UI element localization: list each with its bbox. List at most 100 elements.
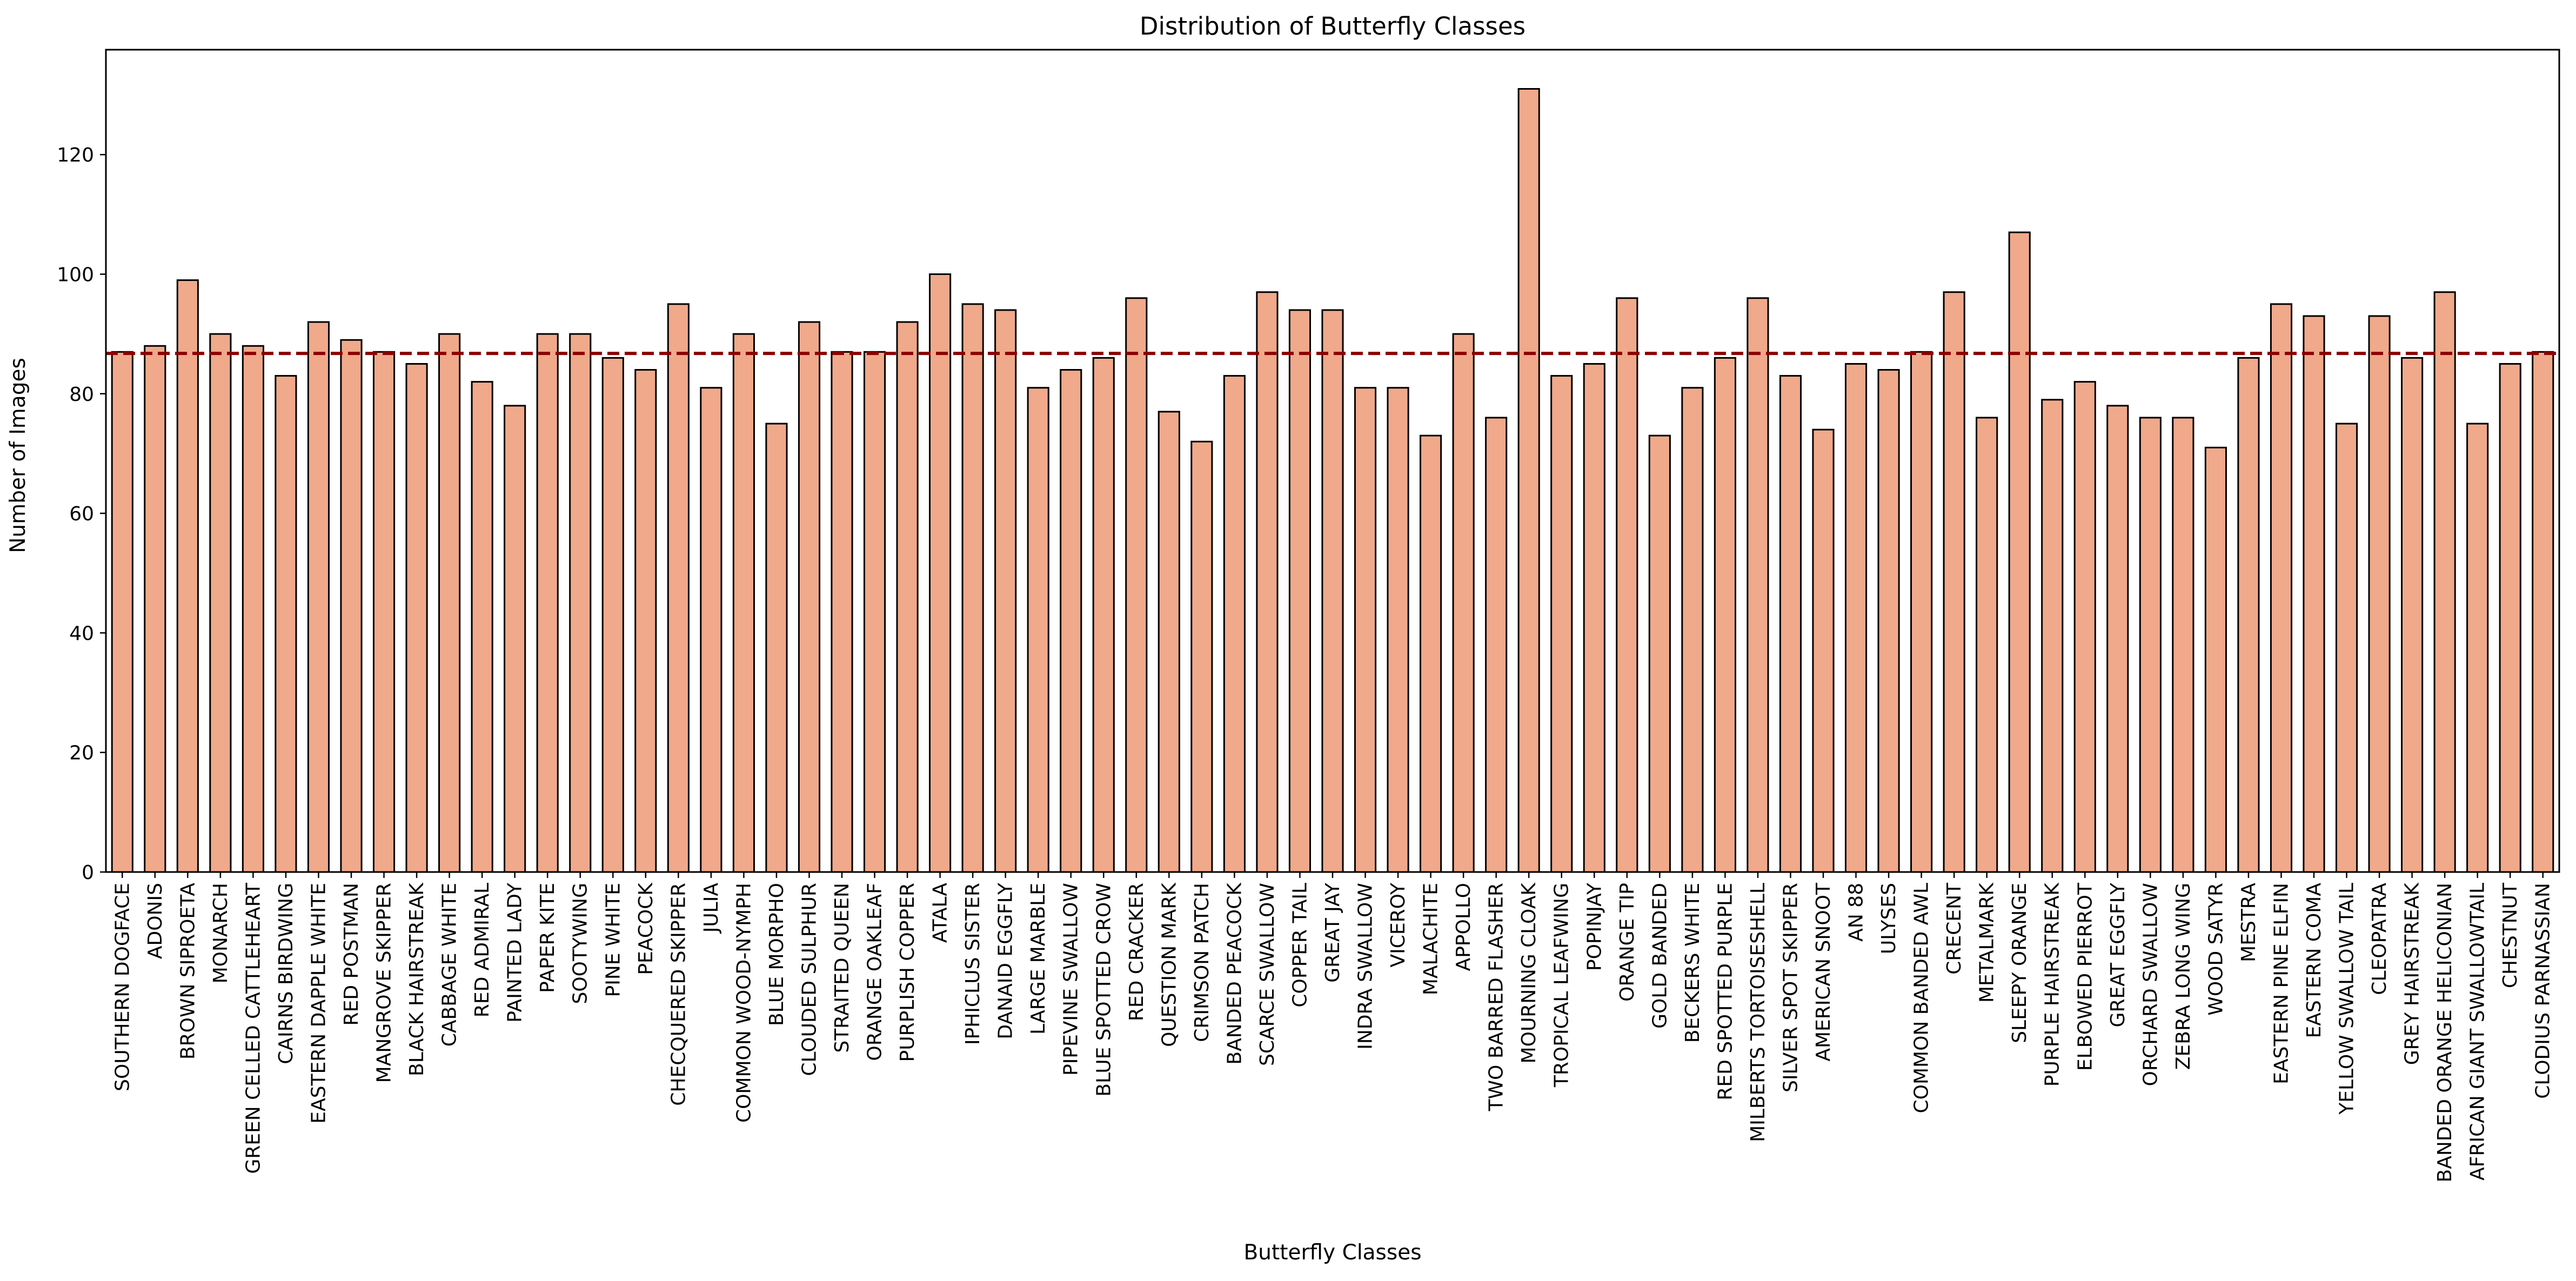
bar — [961, 303, 984, 873]
bar — [2073, 381, 2096, 873]
x-tick-label: POPINJAY — [1583, 882, 1605, 971]
bar — [2008, 231, 2031, 873]
bar — [2532, 351, 2554, 873]
x-tick-label: TWO BARRED FLASHER — [1486, 883, 1508, 1112]
x-tick-label: RED ADMIRAL — [471, 883, 493, 1017]
bar — [2237, 357, 2260, 873]
x-tick-label: MONARCH — [210, 883, 232, 983]
bar — [1060, 369, 1082, 873]
x-tick-label: ORANGE TIP — [1616, 883, 1638, 1002]
y-tick-label: 100 — [57, 264, 94, 286]
x-tick-label: CRECENT — [1943, 882, 1965, 975]
y-tick-label: 20 — [69, 742, 94, 764]
x-tick-label: GOLD BANDED — [1649, 883, 1671, 1029]
bar — [1550, 375, 1573, 873]
y-tick-label: 120 — [57, 144, 94, 166]
chart-title: Distribution of Butterfly Classes — [1140, 12, 1525, 41]
x-tick-label: ADONIS — [144, 883, 166, 959]
bar — [1583, 363, 1605, 873]
x-tick-label: RED CRACKER — [1126, 883, 1148, 1021]
bar — [2139, 417, 2162, 873]
bar — [111, 351, 133, 873]
bar — [994, 309, 1017, 873]
x-tick-label: EASTERN COMA — [2303, 883, 2325, 1038]
bar — [1681, 387, 1704, 873]
bar — [438, 333, 461, 873]
y-tick-label: 0 — [82, 862, 94, 884]
x-tick-label: BANDED ORANGE HELICONIAN — [2434, 883, 2456, 1182]
x-tick-label: PURPLISH COPPER — [896, 883, 919, 1062]
bar — [307, 321, 330, 873]
bar — [1747, 297, 1769, 873]
bar — [1125, 297, 1148, 873]
x-tick-label: YELLOW SWALLOW TAIL — [2336, 883, 2358, 1115]
bar — [2106, 405, 2129, 873]
bar — [1288, 309, 1312, 873]
bar — [536, 333, 559, 873]
x-tick-label: BECKERS WHITE — [1682, 883, 1704, 1043]
bar — [2204, 446, 2227, 873]
bar — [2041, 399, 2064, 873]
x-tick-label: AN 88 — [1845, 883, 1868, 942]
bar — [1485, 417, 1508, 873]
x-tick-label: EASTERN DAPPLE WHITE — [307, 883, 330, 1124]
x-tick-label: EASTERN PINE ELFIN — [2270, 883, 2292, 1084]
bar — [1027, 387, 1049, 873]
bar — [732, 333, 755, 873]
x-tick-label: COPPER TAIL — [1289, 883, 1311, 1008]
x-tick-label: PIPEVINE SWALLOW — [1060, 883, 1082, 1076]
bar — [1157, 411, 1180, 873]
x-tick-label: CABBAGE WHITE — [439, 883, 461, 1047]
x-tick-label: WOOD SATYR — [2205, 883, 2227, 1016]
y-axis: 0 20 40 60 80 100 120 — [57, 144, 106, 884]
bar — [667, 303, 690, 873]
bar — [209, 333, 232, 873]
x-tick-label: CLEOPATRA — [2368, 883, 2391, 995]
x-tick-label: GREAT JAY — [1322, 882, 1344, 983]
bar — [405, 363, 428, 873]
x-tick-label: SILVER SPOT SKIPPER — [1779, 883, 1802, 1092]
x-tick-label: JULIA — [700, 883, 722, 934]
bar — [2368, 315, 2391, 873]
y-axis-label: Number of Images — [6, 358, 30, 553]
x-tick-label: IPHICLUS SISTER — [962, 883, 984, 1045]
x-tick-label: MALACHITE — [1420, 883, 1442, 995]
x-tick-label: PINE WHITE — [602, 883, 624, 997]
x-tick-label: CAIRNS BIRDWING — [275, 883, 297, 1064]
bar — [504, 405, 526, 873]
bar — [471, 381, 493, 873]
x-tick-label: ATALA — [929, 883, 952, 943]
x-tick-label: COMMON BANDED AWL — [1911, 883, 1933, 1114]
bar — [1223, 375, 1246, 873]
bar — [831, 351, 853, 873]
x-tick-label: SOOTYWING — [570, 883, 592, 1004]
x-tick-label: ULYSES — [1878, 883, 1900, 954]
bar — [569, 333, 592, 873]
bar — [2303, 315, 2325, 873]
bar — [340, 339, 363, 873]
x-tick-label: PAINTED LADY — [504, 882, 526, 1023]
bar — [1256, 291, 1279, 873]
x-tick-label: RED SPOTTED PURPLE — [1714, 883, 1736, 1101]
bar — [1877, 369, 1900, 873]
bar — [896, 321, 919, 873]
bar — [2433, 291, 2456, 873]
x-tick-label: ELBOWED PIERROT — [2074, 882, 2096, 1071]
x-tick-label: CRIMSON PATCH — [1191, 883, 1213, 1042]
bar — [1976, 417, 1998, 873]
x-tick-label: ORANGE OAKLEAF — [864, 883, 886, 1061]
x-tick-label: MILBERTS TORTOISESHELL — [1747, 883, 1769, 1142]
bar — [1190, 440, 1213, 873]
y-tick-label: 60 — [69, 503, 94, 525]
x-tick-label: BLUE MORPHO — [766, 883, 788, 1026]
x-tick-label: BLACK HAIRSTREAK — [406, 882, 428, 1076]
bar — [1354, 387, 1377, 873]
bar-group — [111, 88, 2554, 873]
bar — [700, 387, 722, 873]
bar — [176, 279, 199, 873]
bar — [242, 345, 264, 873]
x-tick-label: INDRA SWALLOW — [1355, 883, 1377, 1050]
bar — [1616, 297, 1638, 873]
x-tick-label: METALMARK — [1976, 882, 1998, 1003]
